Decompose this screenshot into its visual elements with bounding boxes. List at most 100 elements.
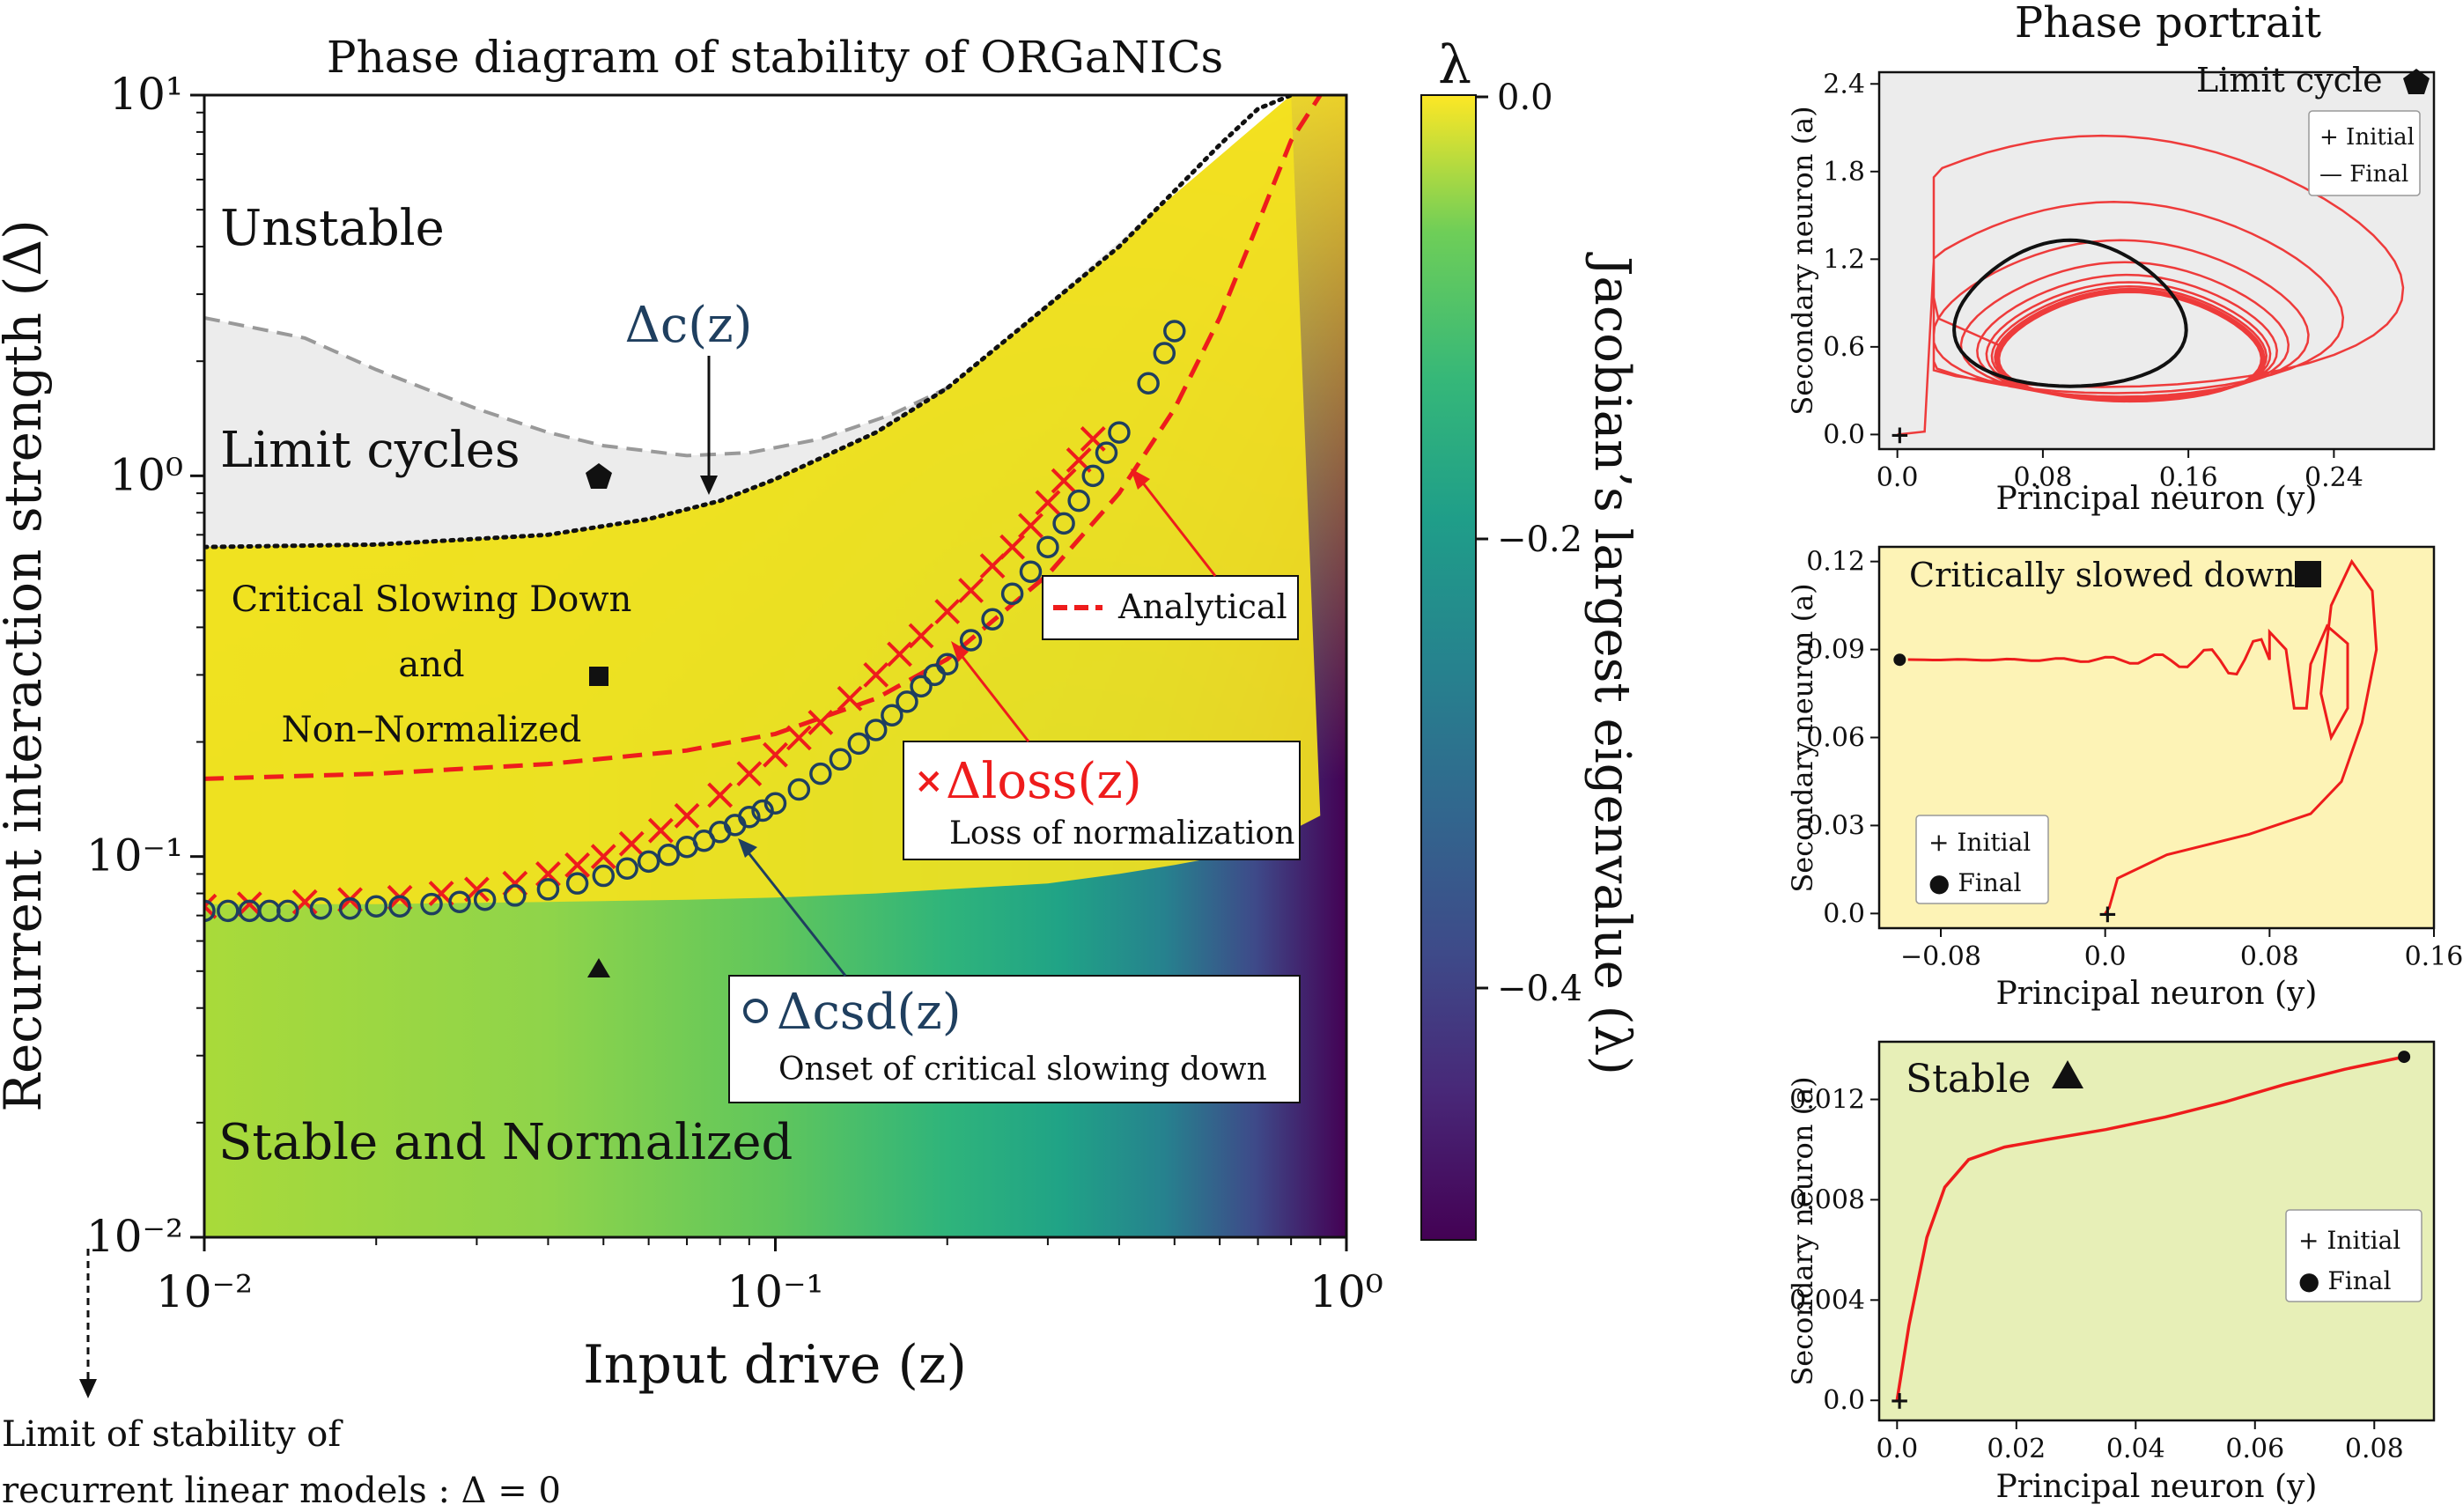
panel3-ylabel: Secondary neuron (a): [1786, 1076, 1819, 1385]
delta-csd-point: [504, 884, 527, 907]
grey-dashed-series: [204, 315, 948, 458]
delta-csd-point: [959, 629, 983, 652]
panel-x-tick-label: −0.08: [1900, 941, 1981, 972]
delta-csd-point: [1137, 372, 1160, 395]
delta-csd-point: [1081, 464, 1105, 488]
delta-csd-desc: Onset of critical slowing down: [778, 1051, 1267, 1088]
panel1-pentagon-icon: [2403, 69, 2430, 94]
delta-csd-point: [763, 792, 787, 815]
delta-csd-point: [1052, 512, 1075, 535]
label-unstable: Unstable: [220, 200, 445, 257]
delta-csd-point: [637, 850, 660, 874]
delta-csd-point: [448, 890, 471, 913]
panel2-xlabel: Principal neuron (y): [1996, 976, 2318, 1012]
delta-csd-marker: [743, 999, 768, 1023]
panel-y-tick-label: 1.8: [1823, 157, 1865, 188]
y-tick-label: 10⁻²: [86, 1211, 183, 1262]
phase-portrait-title: Phase portrait: [2015, 0, 2321, 48]
limit-note-1: Limit of stability of: [2, 1414, 343, 1455]
panel2-legend: + Initial ● Final: [1915, 815, 2049, 904]
panel-x-tick-label: 0.16: [2159, 462, 2218, 493]
panel3-triangle-icon: [2052, 1060, 2083, 1088]
panel3-legend-initial: + Initial: [2298, 1226, 2400, 1255]
delta-csd-point: [1036, 535, 1059, 558]
delta-csd-point: [657, 844, 680, 867]
panel2-legend-initial: + Initial: [1928, 828, 2031, 857]
label-csd-2: and: [398, 645, 464, 685]
delta-csd-point: [787, 778, 811, 801]
delta-csd-point: [935, 653, 959, 676]
delta-csd-legend: Δcsd(z) Onset of critical slowing down: [728, 975, 1301, 1103]
marker-pentagon: [586, 463, 612, 489]
panel-x-tick-label: 0.02: [1987, 1434, 2046, 1464]
csd-initial-point: +: [2098, 899, 2118, 928]
colorbar-symbol: λ: [1438, 34, 1471, 96]
limit-note-2: recurrent linear models : Δ = 0: [2, 1471, 561, 1511]
delta-csd-point: [1108, 421, 1131, 444]
y-tick-label: 10⁰: [109, 449, 183, 500]
delta-csd-point: [1067, 489, 1090, 513]
panel-y-tick-label: 0.0: [1823, 898, 1865, 929]
delta-csd-point: [388, 895, 411, 918]
delta-csd-point: [616, 857, 638, 881]
delta-loss-desc: Loss of normalization: [949, 815, 1294, 852]
delta-csd-point: [204, 899, 216, 923]
delta-csd-point: [1000, 582, 1024, 606]
delta-csd-point: [864, 719, 888, 741]
main-title: Phase diagram of stability of ORGaNICs: [327, 32, 1223, 83]
stable-final-point: [2398, 1051, 2411, 1064]
y-tick-label: 10⁻¹: [86, 830, 183, 881]
panel-x-tick-label: 0.16: [2405, 941, 2463, 972]
analytical-series: [204, 95, 1323, 781]
delta-loss-legend: × Δloss(z) Loss of normalization: [903, 741, 1301, 860]
panel-y-tick-label: 1.2: [1823, 244, 1865, 275]
label-stable: Stable and Normalized: [218, 1114, 793, 1171]
panel-stable: + Stable + Initial ● Final 0.0 0.02 0.04 0.…: [1786, 1040, 2436, 1505]
delta-csd-point: [881, 704, 903, 726]
panel1-ylabel: Secondary neuron (a): [1786, 106, 1819, 415]
analytical-legend: Analytical: [1042, 575, 1299, 640]
limit-cycle-final: [1952, 238, 2188, 388]
delta-csd-point: [809, 762, 832, 786]
panel1-xlabel: Principal neuron (y): [1996, 481, 2318, 517]
critical-region: [204, 95, 1321, 904]
panel-x-tick-label: 0.0: [1876, 1434, 1918, 1464]
delta-c-arrowhead: [700, 476, 718, 495]
delta-csd-point: [309, 897, 333, 920]
delta-csd-point: [1095, 441, 1118, 464]
limit-note-arrowhead: [79, 1379, 97, 1398]
delta-csd-point: [1153, 342, 1176, 365]
delta-csd-point: [896, 690, 918, 713]
analytical-arrow: [1139, 480, 1217, 577]
panel-limit-cycle: + Limit cycle + Initial — Final 0.0 0.08 0…: [1786, 61, 2436, 517]
panel-y-tick-label: 0.09: [1806, 635, 1865, 666]
delta-csd-point: [981, 608, 1004, 631]
colorbar-tick-label-2: −0.4: [1497, 969, 1582, 1009]
x-axis-label: Input drive (z): [583, 1334, 967, 1396]
stable-initial-point: +: [1889, 1386, 1909, 1415]
delta-csd-point: [751, 799, 774, 822]
label-csd-3: Non–Normalized: [282, 710, 582, 750]
delta-loss-point: [736, 761, 763, 787]
panel1-label: Limit cycle: [2196, 61, 2383, 100]
delta-csd-point: [1163, 320, 1186, 343]
label-csd-1: Critical Slowing Down: [232, 579, 632, 620]
delta-csd-point: [277, 899, 299, 923]
delta-loss-point: [1035, 490, 1061, 516]
x-tick-label: 10⁻²: [156, 1266, 253, 1317]
unstable-region: [204, 95, 1292, 456]
delta-loss-point: [1018, 513, 1043, 539]
panel2-square-icon: [2295, 561, 2321, 587]
colorbar: λ 0.0 −0.2 −0.4 Jacobian’s largest eigen…: [1420, 34, 1641, 1241]
csd-final-point: [1893, 653, 1906, 667]
delta-loss-point: [674, 802, 700, 829]
delta-csd-point: [365, 895, 387, 918]
delta-csd-point: [338, 897, 362, 920]
panel-y-tick-label: 0.0: [1823, 419, 1865, 450]
panel1-legend-final: — Final: [2319, 161, 2408, 188]
panel-x-tick-label: 0.08: [2240, 941, 2299, 972]
panel-x-tick-label: 0.06: [2225, 1434, 2284, 1464]
panel-critically-slowed: + Critically slowed down + Initial ● Fin…: [1786, 545, 2463, 1012]
marker-square: [589, 667, 608, 686]
delta-loss-arrowhead: [951, 641, 969, 662]
